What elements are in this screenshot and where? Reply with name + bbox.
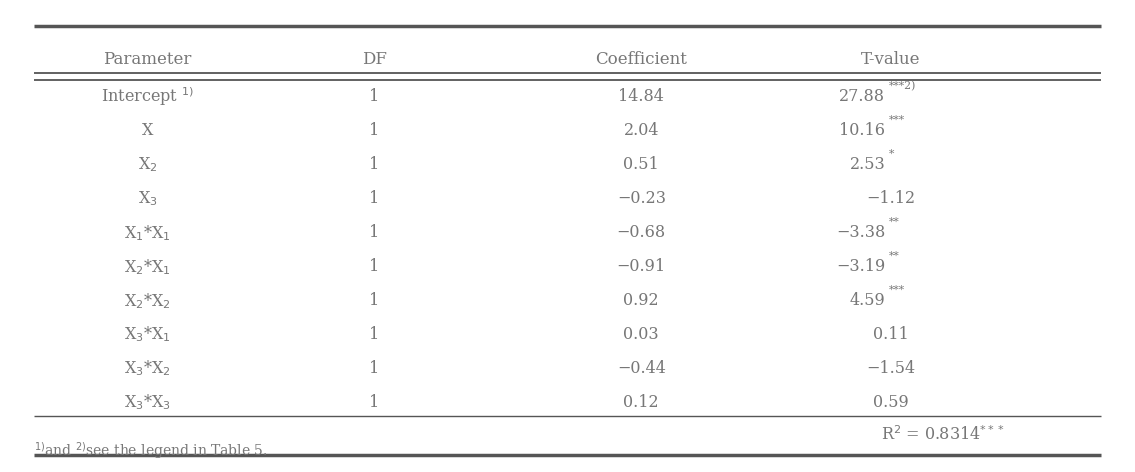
Text: 27.88: 27.88	[839, 88, 885, 105]
Text: $^{1)}$and $^{2)}$see the legend in Table 5.: $^{1)}$and $^{2)}$see the legend in Tabl…	[34, 440, 268, 461]
Text: 4.59: 4.59	[850, 292, 885, 309]
Text: ***: ***	[889, 115, 905, 126]
Text: −3.19: −3.19	[836, 258, 885, 275]
Text: DF: DF	[362, 51, 387, 67]
Text: 14.84: 14.84	[619, 88, 664, 105]
Text: 0.11: 0.11	[873, 326, 909, 343]
Text: 2.53: 2.53	[850, 156, 885, 173]
Text: ***: ***	[889, 285, 905, 295]
Text: 10.16: 10.16	[839, 122, 885, 139]
Text: 1: 1	[369, 190, 380, 207]
Text: 0.03: 0.03	[623, 326, 659, 343]
Text: X$_2$*X$_2$: X$_2$*X$_2$	[124, 291, 171, 311]
Text: 1: 1	[369, 394, 380, 411]
Text: 1: 1	[369, 360, 380, 377]
Text: 1: 1	[369, 88, 380, 105]
Text: T-value: T-value	[861, 51, 920, 67]
Text: 1: 1	[369, 326, 380, 343]
Text: Coefficient: Coefficient	[596, 51, 687, 67]
Text: 1: 1	[369, 156, 380, 173]
Text: −0.44: −0.44	[616, 360, 666, 377]
Text: X$_3$*X$_1$: X$_3$*X$_1$	[124, 325, 171, 345]
Text: X$_2$*X$_1$: X$_2$*X$_1$	[124, 257, 171, 277]
Text: X$_3$*X$_3$: X$_3$*X$_3$	[124, 393, 171, 413]
Text: 1: 1	[369, 224, 380, 241]
Text: 0.51: 0.51	[623, 156, 659, 173]
Text: 0.59: 0.59	[873, 394, 909, 411]
Text: Parameter: Parameter	[103, 51, 192, 67]
Text: 0.92: 0.92	[623, 292, 659, 309]
Text: **: **	[889, 217, 899, 228]
Text: Intercept $^{1)}$: Intercept $^{1)}$	[101, 85, 194, 108]
Text: −0.91: −0.91	[616, 258, 666, 275]
Text: X$_1$*X$_1$: X$_1$*X$_1$	[124, 223, 171, 243]
Text: 1: 1	[369, 292, 380, 309]
Text: ***2): ***2)	[889, 81, 916, 92]
Text: −3.38: −3.38	[836, 224, 885, 241]
Text: X$_2$: X$_2$	[137, 155, 158, 174]
Text: −0.23: −0.23	[616, 190, 666, 207]
Text: −0.68: −0.68	[616, 224, 666, 241]
Text: X$_3$: X$_3$	[137, 189, 158, 208]
Text: **: **	[889, 251, 899, 261]
Text: 1: 1	[369, 258, 380, 275]
Text: *: *	[889, 149, 894, 160]
Text: 0.12: 0.12	[623, 394, 659, 411]
Text: 2.04: 2.04	[623, 122, 659, 139]
Text: −1.12: −1.12	[866, 190, 916, 207]
Text: X$_3$*X$_2$: X$_3$*X$_2$	[124, 359, 171, 379]
Text: −1.54: −1.54	[866, 360, 916, 377]
Text: X: X	[142, 122, 153, 139]
Text: R$^2$ = 0.8314$^{***}$: R$^2$ = 0.8314$^{***}$	[881, 426, 1004, 444]
Text: 1: 1	[369, 122, 380, 139]
